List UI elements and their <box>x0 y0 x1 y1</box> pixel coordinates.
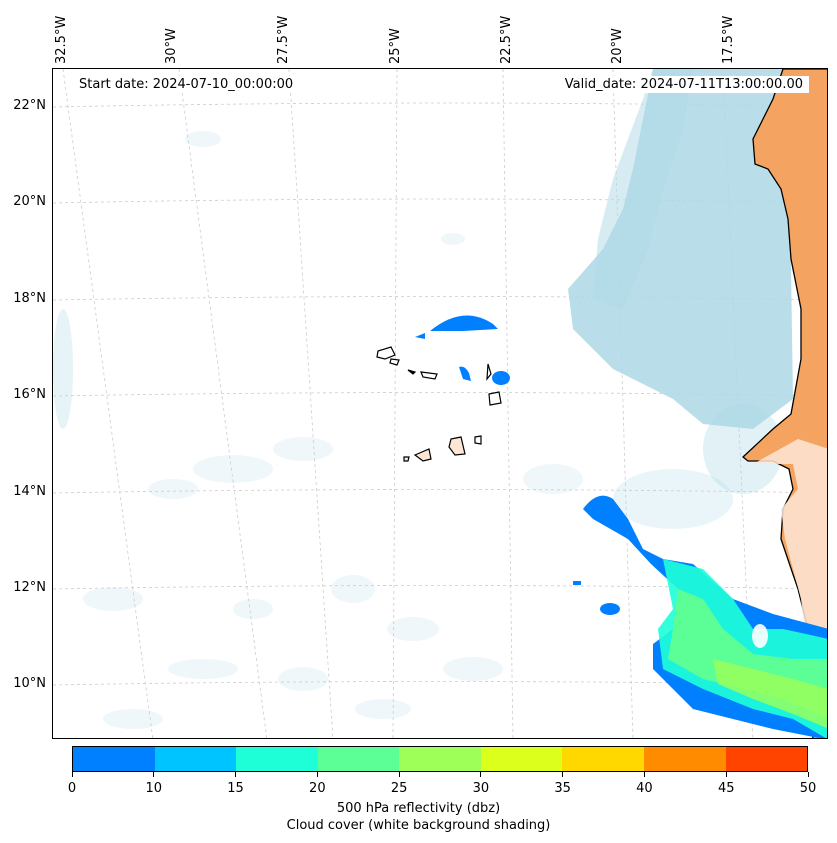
reflectivity-shading <box>415 315 827 738</box>
lon-label: 25°W <box>388 28 403 64</box>
colorbar-segment <box>236 747 318 771</box>
lat-label: 12°N <box>13 580 46 595</box>
map-canvas <box>53 69 827 738</box>
colorbar-tick <box>316 772 318 777</box>
colorbar-segment <box>562 747 644 771</box>
africa-landmass <box>742 69 827 738</box>
colorbar-tick <box>480 772 482 777</box>
colorbar-tick-label: 10 <box>145 781 163 796</box>
colorbar-tick-label: 25 <box>390 781 408 796</box>
colorbar-segment <box>725 747 808 771</box>
lon-label: 20°W <box>610 28 625 64</box>
lon-label: 27.5°W <box>276 15 291 64</box>
colorbar-tick-label: 50 <box>799 781 817 796</box>
lat-label: 22°N <box>13 98 46 113</box>
colorbar-segment <box>73 747 155 771</box>
colorbar-tick-label: 30 <box>472 781 490 796</box>
colorbar-segment <box>643 747 726 771</box>
lat-label: 20°N <box>13 194 46 209</box>
lon-label: 22.5°W <box>499 15 514 64</box>
start-date-label: Start date: 2024-07-10_00:00:00 <box>73 76 300 93</box>
map-gridlines <box>53 69 827 738</box>
colorbar-tick <box>398 772 400 777</box>
lat-label: 18°N <box>13 291 46 306</box>
colorbar-segment <box>154 747 237 771</box>
colorbar-tick <box>725 772 727 777</box>
lat-label: 16°N <box>13 387 46 402</box>
colorbar-tick <box>643 772 645 777</box>
colorbar-tick <box>235 772 237 777</box>
lon-label: 17.5°W <box>721 15 736 64</box>
colorbar-tick <box>807 772 809 777</box>
cape-verde-islands <box>376 346 502 462</box>
colorbar-tick-label: 15 <box>227 781 244 796</box>
colorbar-tick-label: 40 <box>636 781 653 796</box>
colorbar-segment <box>399 747 481 771</box>
valid-date-label: Valid_date: 2024-07-11T13:00:00.00 <box>558 76 809 93</box>
colorbar-tick-label: 20 <box>309 781 326 796</box>
lat-label: 14°N <box>13 484 46 499</box>
colorbar-segment <box>317 747 400 771</box>
lon-label: 30°W <box>164 28 179 64</box>
colorbar-tick <box>562 772 564 777</box>
lon-label: 32.5°W <box>54 15 69 64</box>
cloud-cover-shading <box>53 69 793 729</box>
colorbar-tick <box>71 772 73 777</box>
colorbar-tick <box>153 772 155 777</box>
map-panel <box>52 68 828 739</box>
colorbar-title: 500 hPa reflectivity (dbz) <box>336 801 501 816</box>
colorbar-tick-label: 35 <box>554 781 571 796</box>
colorbar-subtitle: Cloud cover (white background shading) <box>286 818 551 833</box>
lat-label: 10°N <box>13 676 46 691</box>
colorbar <box>72 746 808 772</box>
colorbar-segment <box>480 747 563 771</box>
colorbar-tick-label: 0 <box>67 781 77 796</box>
colorbar-tick-label: 45 <box>717 781 735 796</box>
